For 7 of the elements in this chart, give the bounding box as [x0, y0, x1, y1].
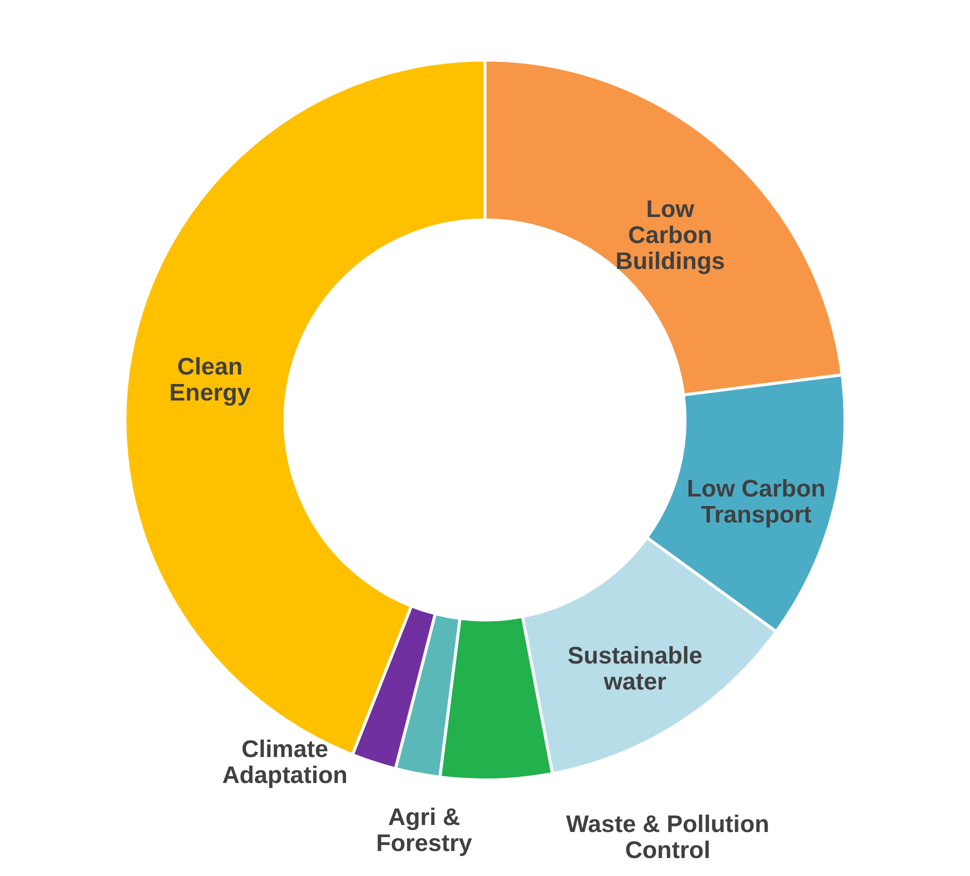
slice-label: Climate Adaptation	[222, 736, 348, 790]
slice-label: Waste & Pollution Control	[566, 810, 770, 864]
slice-label: Clean Energy	[169, 354, 252, 407]
slice-label: Agri & Forestry	[376, 804, 473, 857]
slice-label: Sustainable water	[568, 642, 702, 696]
slice-label: Low Carbon Buildings	[616, 196, 725, 275]
slice-label: Low Carbon Transport	[686, 476, 826, 529]
